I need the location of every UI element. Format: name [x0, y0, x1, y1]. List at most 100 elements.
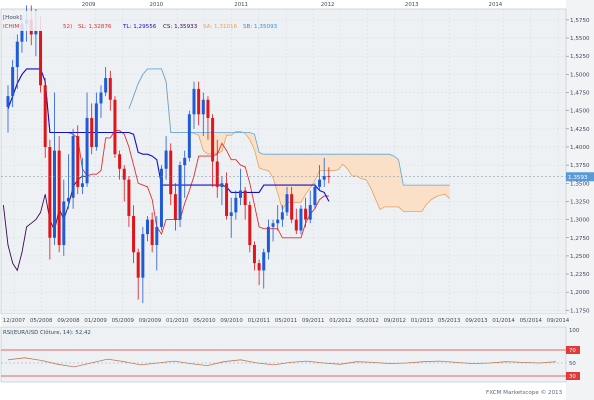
price-tick-label: 1,3000: [570, 218, 590, 224]
sl-value: SL: 1,32876: [78, 24, 112, 30]
candle-body: [53, 150, 56, 238]
time-tick-label: 09/2009: [139, 318, 162, 324]
time-tick-label: 05/2014: [520, 318, 543, 324]
cloud-segment: [258, 152, 264, 170]
candle-body: [225, 183, 229, 216]
price-tick-label: 1,5500: [570, 36, 590, 42]
candle-body: [71, 136, 75, 198]
price-tick-label: 1,4250: [570, 127, 590, 133]
candle-body: [155, 226, 159, 246]
candle-body: [220, 183, 224, 187]
price-tag-value: 1,3593: [568, 175, 588, 181]
candle-body: [146, 219, 149, 235]
candle-body: [327, 176, 331, 177]
indicator-header: [Hook] ICHIM 52) SL: 1,32876 TL: 1,29556…: [2, 11, 278, 31]
price-tick-label: 1,4000: [570, 145, 590, 151]
candle-body: [243, 190, 247, 206]
cs-value: CS: 1,35933: [163, 24, 198, 30]
cloud-segment: [296, 154, 302, 203]
candle-body: [141, 234, 145, 278]
cloud-segment: [389, 154, 395, 208]
candle-body: [122, 168, 126, 180]
year-label: 2009: [82, 2, 96, 8]
cloud-segment: [393, 155, 399, 208]
rsi-50-label: 50: [569, 361, 576, 367]
candle-body: [252, 245, 256, 264]
time-tick-label: 05/2012: [356, 318, 378, 324]
rsi-30-label: 30: [569, 374, 576, 380]
candle-body: [280, 212, 284, 220]
candle-body: [257, 263, 261, 271]
candle-body: [94, 103, 98, 147]
time-tick-label: 01/2009: [84, 318, 107, 324]
cloud-segment: [217, 132, 223, 154]
candle-body: [127, 179, 131, 216]
rsi-70-tag: [566, 346, 580, 354]
rsi-panel[interactable]: [0, 326, 567, 383]
candle-body: [215, 161, 219, 187]
candle-body: [285, 194, 289, 213]
price-tag-box: [566, 172, 594, 182]
candle-body: [192, 88, 196, 115]
time-axis-labels: 12/2007 05/2008 09/2008 01/2009 05/2009 09/20…: [3, 318, 570, 324]
year-label: 2014: [489, 2, 503, 8]
candle-body: [308, 205, 312, 220]
candle-body: [169, 150, 173, 195]
candle-body: [57, 150, 61, 246]
candle-body: [318, 179, 322, 187]
cloud-segment: [412, 184, 418, 212]
tl-value: TL: 1,29556: [122, 24, 157, 30]
price-tick-label: 1,3750: [570, 163, 590, 169]
candle-body: [159, 168, 163, 227]
candle-body: [178, 165, 182, 220]
candle-body: [234, 197, 238, 213]
price-tick-label: 1,3250: [570, 199, 590, 205]
kijun-sen-line: [7, 68, 330, 202]
cloud-segment: [333, 154, 339, 171]
cloud-segment: [384, 154, 390, 208]
time-tick-label: 09/2010: [220, 318, 243, 324]
candle-body: [39, 30, 43, 86]
candle-body: [108, 77, 112, 100]
time-tick-label: 05/2009: [112, 318, 135, 324]
candle-body: [313, 186, 317, 206]
candle-body: [201, 99, 205, 115]
candle-body: [271, 223, 275, 227]
candle-body: [43, 85, 47, 147]
candle-body: [206, 99, 210, 118]
candle-body: [187, 114, 191, 158]
candle-body: [299, 208, 303, 231]
candle-body: [304, 208, 308, 220]
cloud-segment: [324, 154, 329, 171]
candle-body: [290, 194, 294, 220]
copyright-footer: FXCM Marketscope © 2013: [486, 389, 563, 396]
time-tick-label: 09/2008: [57, 318, 80, 324]
rsi-header: RSI(EUR/USD Clôture, 14): 52,42: [3, 329, 91, 336]
price-tick-label: 1,4500: [570, 109, 590, 115]
time-tick-label: 01/2014: [492, 318, 515, 324]
time-tick-label: 05/2011: [275, 318, 297, 324]
cloud-segment: [361, 154, 367, 180]
time-tick-label: 09/2013: [465, 318, 487, 324]
candle-body: [262, 252, 266, 271]
sa-value: SA: 1,31016: [203, 24, 238, 30]
cloud-segment: [356, 154, 362, 180]
year-label: 2011: [234, 2, 248, 8]
price-tick-label: 1,5000: [570, 72, 590, 78]
time-tick-label: 05/2008: [30, 318, 53, 324]
time-tick-label: 01/2011: [248, 318, 270, 324]
senkou-span-b-line: [128, 68, 450, 186]
candle-body: [248, 205, 252, 246]
time-tick-label: 09/2012: [384, 318, 406, 324]
candle-body: [197, 88, 201, 115]
sb-value: SB: 1,35093: [243, 24, 278, 30]
candle-body: [136, 252, 140, 278]
price-tick-label: 1,5250: [570, 54, 590, 60]
time-tick-label: 09/2011: [302, 318, 324, 324]
price-tick-label: 1,2250: [570, 272, 590, 278]
year-label: 2012: [321, 2, 335, 8]
candle-body: [164, 150, 168, 169]
time-axis-strip: [1, 314, 566, 326]
rsi-line: [7, 357, 557, 368]
